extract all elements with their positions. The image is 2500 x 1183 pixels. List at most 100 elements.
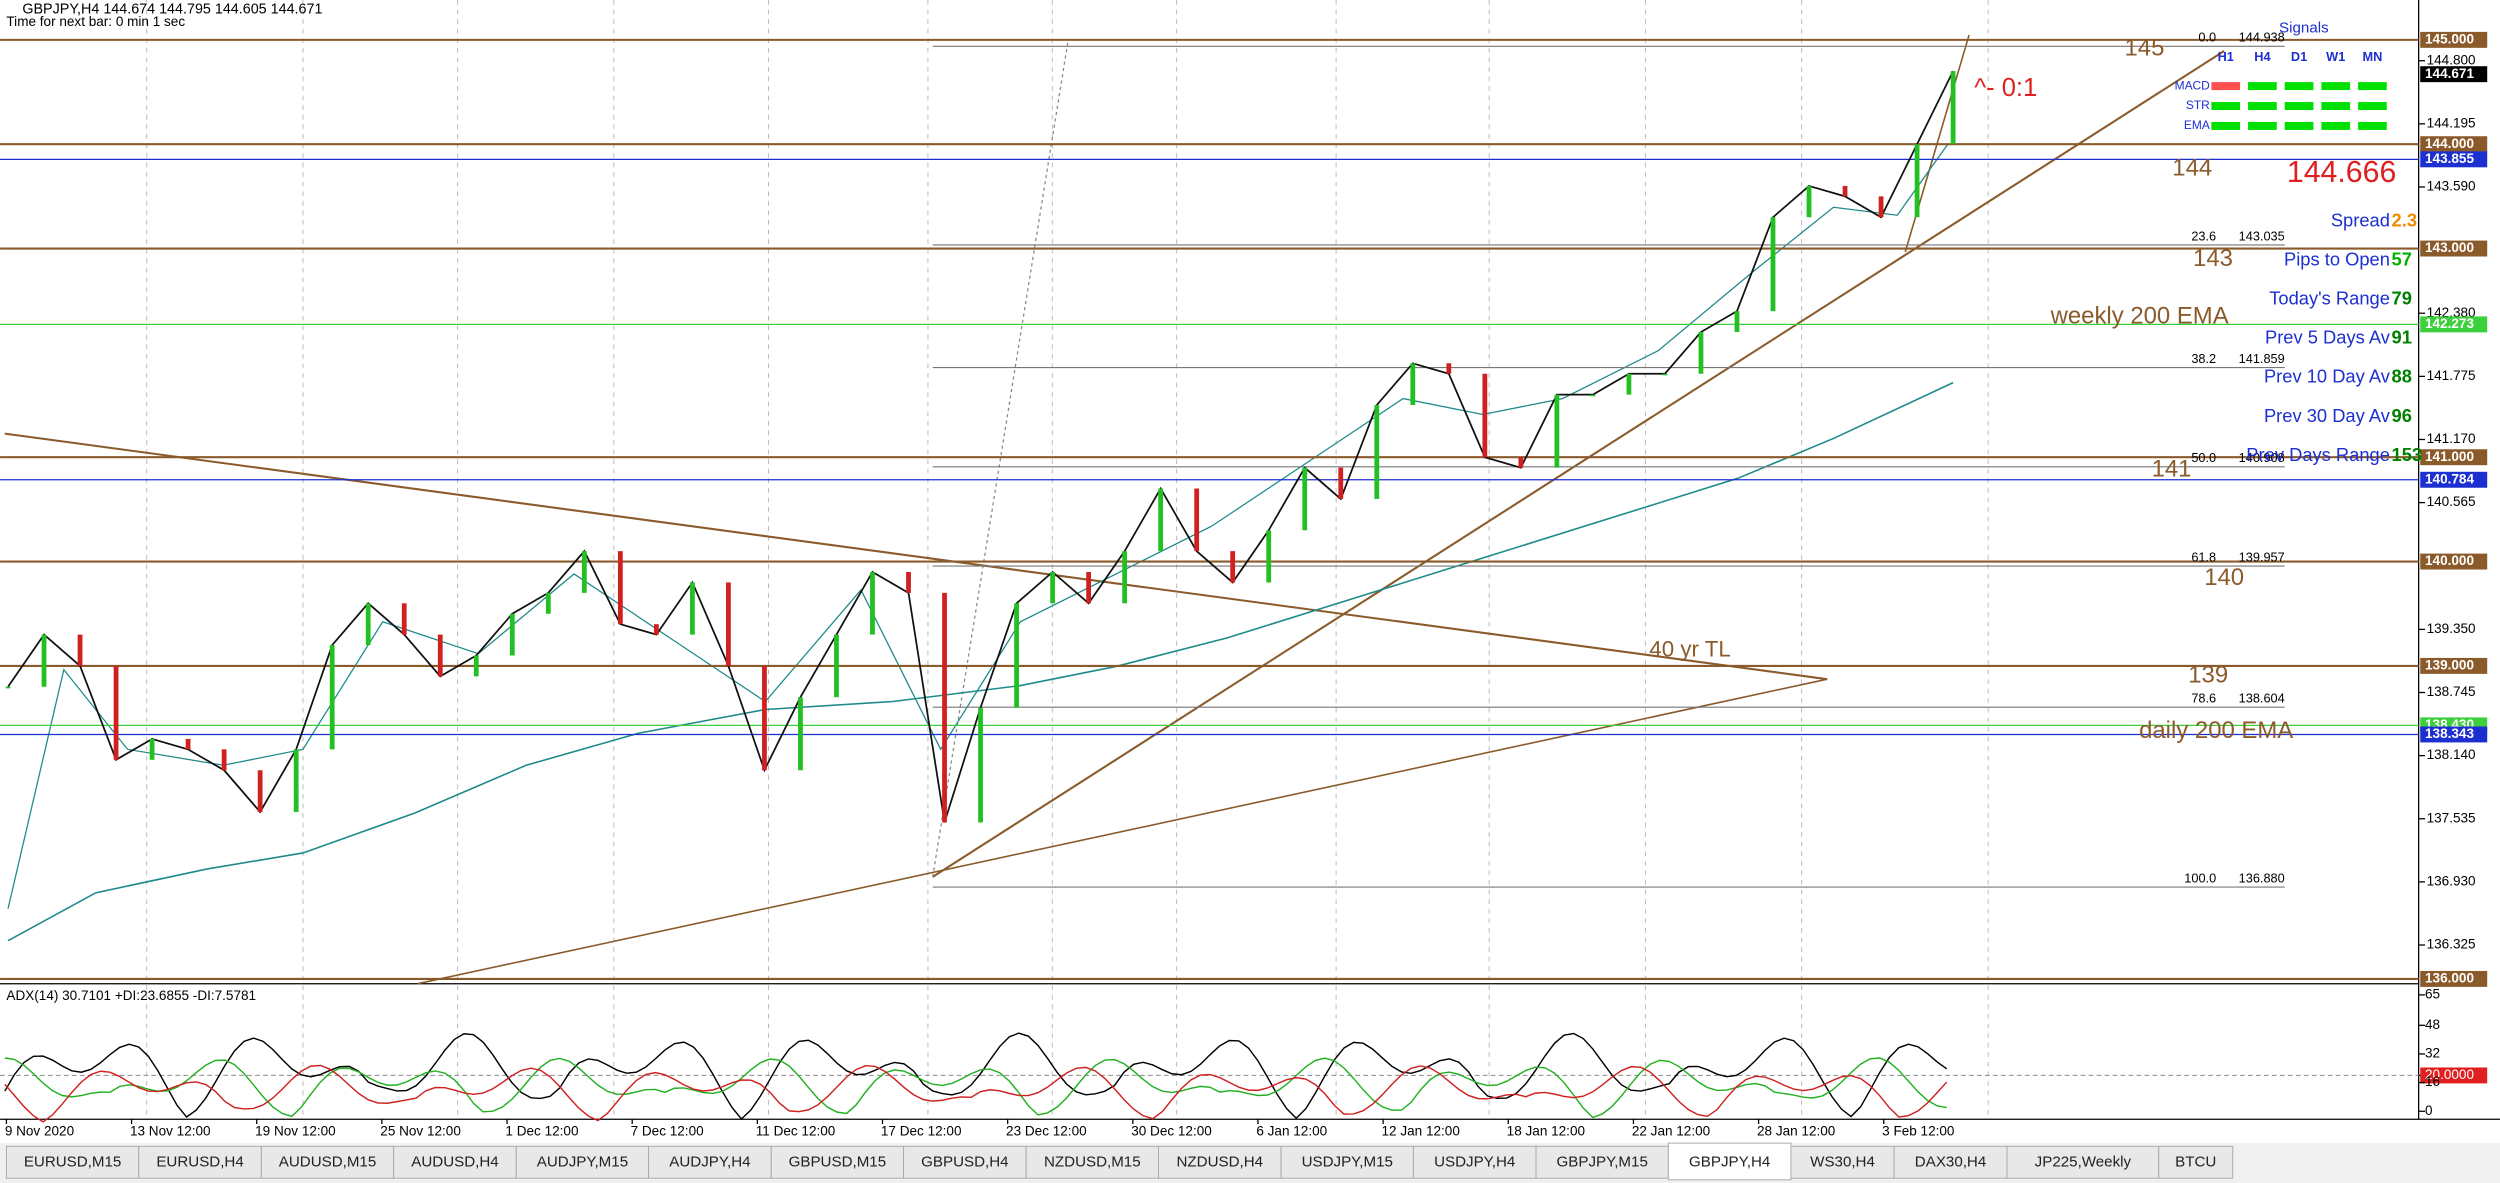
annotation: 141 — [2152, 456, 2192, 483]
signals-panel: Signals H1 H4 D1 W1 MN MACD STR EMA — [2175, 20, 2387, 132]
tab-label[interactable]: NZDUSD,H4 — [1177, 1153, 1264, 1170]
fib-level: 23.6 — [2191, 228, 2216, 243]
tab-label[interactable]: GBPJPY,M15 — [1557, 1153, 1648, 1170]
tab-label[interactable]: AUDUSD,M15 — [279, 1153, 377, 1170]
tab-label[interactable]: GBPUSD,M15 — [789, 1153, 887, 1170]
tab-label[interactable]: WS30,H4 — [1810, 1153, 1875, 1170]
stat-value: 79 — [2392, 288, 2412, 309]
annotation: 139 — [2188, 661, 2228, 688]
tab-bar: EURUSD,M15 EURUSD,H4 AUDUSD,M15 AUDUSD,H4 AU… — [0, 1142, 2500, 1183]
time-label: 9 Nov 2020 — [5, 1124, 74, 1139]
tab-label[interactable]: BTCU — [2175, 1153, 2216, 1170]
candle — [1662, 373, 1668, 376]
time-label: 25 Nov 12:00 — [380, 1124, 461, 1139]
price-tick-label: 138.140 — [2427, 747, 2476, 762]
candle — [726, 582, 731, 666]
stat-value: 153 — [2392, 444, 2423, 465]
tab-label[interactable]: EURUSD,H4 — [156, 1153, 243, 1170]
tab-label[interactable]: GBPJPY,H4 — [1689, 1153, 1770, 1170]
stat-value: 96 — [2392, 405, 2412, 426]
stat-label: Today's Range — [2269, 288, 2390, 309]
candle — [1410, 363, 1416, 406]
tab-label[interactable]: AUDJPY,H4 — [669, 1153, 750, 1170]
price-tick-label: 136.930 — [2427, 873, 2476, 888]
signal-cell — [2211, 102, 2241, 111]
candle — [1122, 551, 1128, 604]
tab[interactable] — [2158, 1145, 2234, 1179]
candle — [1086, 571, 1092, 604]
stat-label: Prev 5 Days Av — [2265, 327, 2391, 348]
tab-label[interactable]: USDJPY,M15 — [1302, 1153, 1393, 1170]
price-tick-label: 138.745 — [2427, 684, 2476, 699]
price-box-label: 142.273 — [2425, 316, 2474, 331]
candle — [437, 634, 443, 677]
candle — [545, 592, 551, 614]
candle — [1374, 405, 1380, 499]
minus-di-line — [4, 1064, 1948, 1123]
price-tick-label: 141.775 — [2427, 368, 2476, 383]
candle — [1842, 185, 1848, 197]
trend-line-rising — [932, 50, 2225, 878]
tab-label[interactable]: GBPUSD,H4 — [921, 1153, 1008, 1170]
price-tick-label: 144.195 — [2427, 115, 2476, 130]
tab-label[interactable]: JP225,Weekly — [2035, 1153, 2132, 1170]
tab[interactable] — [1025, 1145, 1159, 1179]
candle — [1302, 467, 1308, 531]
time-label: 23 Dec 12:00 — [1006, 1124, 1087, 1139]
candle — [1554, 394, 1560, 468]
tab-label[interactable]: DAX30,H4 — [1915, 1153, 1986, 1170]
candle — [870, 571, 875, 635]
tab[interactable] — [1280, 1145, 1414, 1179]
tab-label[interactable]: USDJPY,H4 — [1434, 1153, 1515, 1170]
price-box-label: 136.000 — [2425, 971, 2474, 986]
annotation: 145 — [2124, 35, 2164, 62]
tab[interactable] — [2006, 1145, 2160, 1179]
tab[interactable] — [648, 1145, 772, 1179]
tab[interactable] — [1535, 1145, 1669, 1179]
signal-cell — [2284, 121, 2314, 130]
tab-label[interactable]: NZDUSD,M15 — [1044, 1153, 1141, 1170]
tab[interactable] — [1667, 1142, 1792, 1181]
price-tick-label: 141.170 — [2427, 431, 2476, 446]
candle — [1050, 571, 1055, 604]
tab[interactable] — [515, 1145, 650, 1179]
price-box-label: 143.000 — [2425, 240, 2474, 255]
candle — [473, 655, 479, 677]
signal-cell — [2358, 121, 2387, 130]
time-label: 13 Nov 12:00 — [130, 1124, 211, 1139]
tab[interactable] — [903, 1145, 1027, 1179]
stat-label: Prev Days Range — [2246, 444, 2390, 465]
tab[interactable] — [1158, 1145, 1282, 1179]
trend-line-lower — [417, 678, 1828, 985]
tab-label[interactable]: AUDUSD,H4 — [411, 1153, 498, 1170]
stat-label: Pips to Open — [2284, 249, 2390, 270]
tab[interactable] — [1412, 1145, 1537, 1179]
price-box — [2420, 449, 2488, 466]
price-tick-label: 137.535 — [2427, 810, 2476, 825]
candle — [1518, 457, 1524, 468]
adx-tick-label: 65 — [2425, 986, 2440, 1001]
bid-price: 144.666 — [2287, 156, 2396, 189]
signals-title: Signals — [2279, 20, 2329, 37]
annotation: 40 yr TL — [1649, 636, 1730, 661]
time-label: 6 Jan 12:00 — [1256, 1124, 1327, 1139]
candle — [1770, 217, 1776, 312]
annotation: daily 200 EMA — [2139, 717, 2293, 744]
tab[interactable] — [138, 1145, 262, 1179]
adx-tick-label: 16 — [2425, 1074, 2440, 1089]
fib-level: 50.0 — [2191, 450, 2216, 465]
tab[interactable] — [393, 1145, 517, 1179]
candle — [1878, 196, 1884, 218]
tab-label[interactable]: AUDJPY,M15 — [537, 1153, 628, 1170]
signal-cell — [2321, 102, 2351, 111]
fib-level: 61.8 — [2191, 549, 2216, 564]
tab-label[interactable]: EURUSD,M15 — [24, 1153, 122, 1170]
candle — [41, 634, 47, 687]
time-label: 30 Dec 12:00 — [1131, 1124, 1212, 1139]
candle — [1914, 144, 1920, 218]
price-box — [2420, 316, 2488, 333]
candle — [1266, 530, 1272, 583]
